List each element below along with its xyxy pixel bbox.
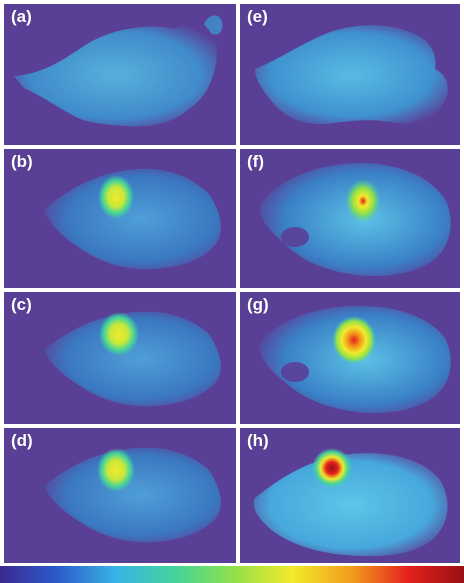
panel-label-b: (b)	[11, 152, 33, 171]
panel-label-e: (e)	[247, 7, 268, 26]
mouse-image-h	[253, 448, 448, 557]
panel-e: (e)	[240, 4, 460, 145]
mouse-image-d	[44, 447, 221, 543]
mouse-image-g	[259, 306, 451, 414]
panel-b: (b)	[4, 149, 236, 288]
panel-label-c: (c)	[11, 295, 32, 314]
mouse-image-b	[44, 168, 221, 270]
mouse-image-c	[44, 311, 221, 407]
intensity-colorbar	[0, 566, 464, 583]
panel-label-d: (d)	[11, 431, 33, 450]
panel-g: (g)	[240, 292, 460, 424]
panel-label-a: (a)	[11, 7, 32, 26]
panel-label-f: (f)	[247, 152, 264, 171]
colorbar-gradient	[0, 566, 464, 583]
panel-c: (c)	[4, 292, 236, 424]
mouse-image-e	[255, 25, 448, 125]
panel-f: (f)	[240, 149, 460, 288]
panel-h: (h)	[240, 428, 460, 563]
panel-label-h: (h)	[247, 431, 269, 450]
panel-label-g: (g)	[247, 295, 269, 314]
panel-a: (a)	[4, 4, 236, 145]
mouse-image-f	[259, 163, 451, 277]
panel-d: (d)	[4, 428, 236, 563]
mouse-image-a	[14, 15, 223, 127]
